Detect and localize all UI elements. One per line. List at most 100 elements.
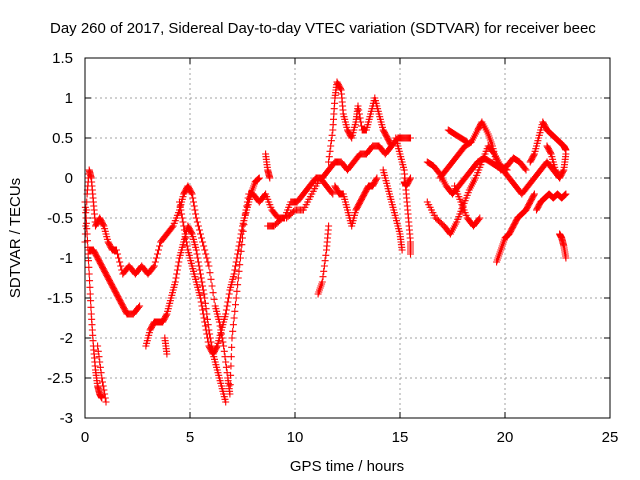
data-point [191,206,199,214]
series-w [526,118,570,166]
data-point [327,137,335,145]
data-point [254,175,262,183]
data-point [195,226,203,234]
data-point [204,334,211,342]
data-point [225,290,233,298]
data-point [197,298,205,306]
series-k [314,222,333,298]
series-g [176,174,263,358]
data-point [196,266,204,274]
data-point [87,303,95,311]
data-point [96,363,104,371]
data-point [199,238,207,246]
data-point [173,266,181,274]
data-point [226,390,234,398]
data-point [203,254,211,262]
data-point [356,114,364,122]
data-point [201,246,209,254]
data-point [406,175,414,183]
data-point [87,297,95,305]
data-point [236,238,244,246]
series-d [94,342,110,406]
data-point [85,257,92,265]
data-point [234,250,242,258]
data-point [521,165,529,173]
x-tick-label: 15 [392,429,409,446]
data-point [175,258,183,266]
data-point [329,190,337,198]
data-point [197,294,204,302]
series-f [161,334,171,358]
data-point [188,190,196,198]
chart-title: Day 260 of 2017, Sidereal Day-to-day VTE… [50,20,596,37]
data-point [232,262,239,270]
data-point [322,251,330,259]
series-m [331,174,381,230]
data-point [197,270,204,278]
series-h [262,150,274,182]
data-point [562,190,570,198]
data-point [355,106,363,114]
series-s [436,118,530,182]
data-point [387,141,395,149]
series-n [379,166,406,254]
data-point [117,262,125,270]
data-point [162,311,170,319]
data-point [149,263,157,271]
data-point [94,347,102,355]
series-a [81,134,414,398]
data-point [325,222,333,230]
y-tick-label: -3 [60,410,73,427]
data-point [200,290,208,298]
data-point [238,226,246,234]
data-point [229,327,237,335]
data-point [207,275,215,283]
data-point [255,175,263,183]
data-point [227,362,235,370]
data-point [234,246,242,254]
data-point [135,303,143,311]
data-point [192,246,200,254]
data-points [81,78,570,406]
data-point [226,381,234,389]
data-point [559,167,567,175]
data-point [192,210,200,218]
data-point [328,189,336,197]
series-z [556,230,570,262]
data-point [152,254,160,262]
data-point [227,353,235,361]
data-point [320,267,328,275]
series-j [283,174,337,222]
data-point [233,287,241,295]
x-tick-label: 25 [602,429,619,446]
data-point [202,250,210,258]
data-point [228,334,236,342]
data-point [372,175,380,183]
data-point [198,234,206,242]
data-point [231,307,239,315]
data-point [155,246,162,254]
data-point [561,191,569,199]
data-point [213,343,221,351]
data-point [99,221,107,229]
data-point [220,342,228,350]
data-point [232,294,240,302]
data-point [222,363,230,371]
data-point [221,353,229,361]
data-point [199,310,207,318]
data-point [229,321,237,329]
y-tick-label: -0.5 [47,210,73,227]
data-point [227,371,235,379]
data-point [407,174,414,182]
y-axis-label: SDTVAR / TECUs [7,178,24,298]
data-point [178,210,186,218]
data-point [190,202,198,210]
data-point [236,234,244,242]
data-point [200,242,208,250]
data-point [398,246,406,254]
data-point [232,258,240,266]
data-point [230,270,238,278]
data-point [373,174,381,182]
data-point [232,301,239,309]
data-point [277,215,285,223]
